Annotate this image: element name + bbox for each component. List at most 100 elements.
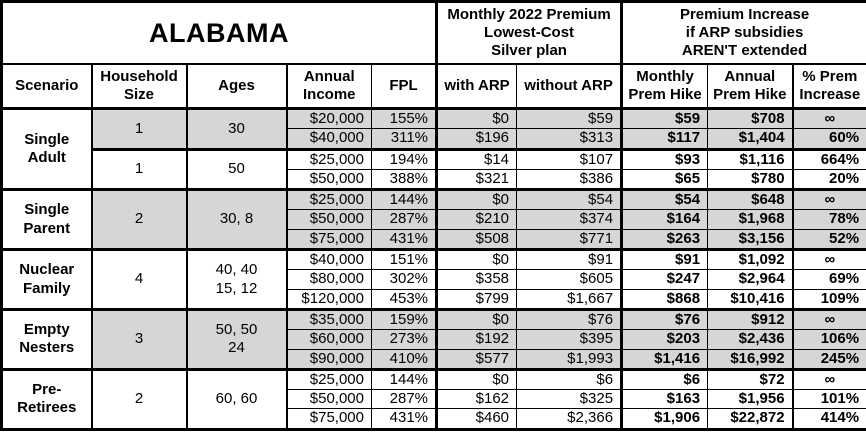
cell-income: $80,000 (286, 269, 372, 290)
cell-witharp: $460 (436, 408, 518, 431)
cell-fpl: 144% (371, 189, 439, 211)
table-row: $75,000 431% $508 $771 $263 $3,156 52% (2, 229, 866, 252)
cell-monthly: $76 (621, 309, 709, 331)
cell-income: $60,000 (286, 329, 372, 350)
cell-witharp: $577 (436, 349, 518, 371)
column-header-fpl: FPL (371, 64, 439, 110)
cell-monthly: $164 (621, 209, 709, 230)
cell-withoutarp: $2,366 (516, 408, 624, 431)
cell-fpl: 273% (371, 329, 439, 350)
cell-monthly: $65 (621, 169, 709, 192)
cell-witharp: $508 (436, 229, 518, 252)
cell-income: $50,000 (286, 169, 372, 192)
cell-fpl: 287% (371, 209, 439, 230)
cell-witharp: $14 (436, 149, 518, 170)
cell-ages: 50, 50 24 (186, 309, 288, 371)
cell-monthly: $247 (621, 269, 709, 290)
state-title: ALABAMA (1, 1, 439, 65)
cell-monthly: $93 (621, 149, 709, 170)
cell-pct: ∞ (792, 369, 866, 391)
table-row: $120,000 453% $799 $1,667 $868 $10,416 109% (2, 289, 866, 311)
cell-annual: $1,092 (707, 249, 794, 271)
cell-income: $20,000 (286, 108, 372, 130)
cell-monthly: $263 (621, 229, 709, 252)
cell-ages: 50 (186, 149, 288, 192)
cell-pct: ∞ (792, 189, 866, 211)
cell-monthly: $203 (621, 329, 709, 350)
span-header-monthly-premium: Monthly 2022 Premium Lowest-Cost Silver … (436, 1, 624, 65)
table-row: $75,000 431% $460 $2,366 $1,906 $22,872 414% (2, 408, 866, 431)
cell-monthly: $868 (621, 289, 709, 311)
cell-withoutarp: $771 (516, 229, 624, 252)
cell-income: $90,000 (286, 349, 372, 371)
cell-annual: $648 (707, 189, 794, 211)
cell-fpl: 453% (371, 289, 439, 311)
cell-fpl: 159% (371, 309, 439, 331)
cell-pct: 106% (792, 329, 866, 350)
cell-withoutarp: $313 (516, 128, 624, 151)
cell-ages: 60, 60 (186, 369, 288, 431)
table-row: Single Parent 2 30, 8 $25,000 144% $0 $54 $54 $6… (1, 189, 866, 252)
cell-witharp: $0 (436, 369, 518, 391)
column-header-ages: Ages (186, 64, 288, 110)
cell-household-size: 1 (91, 108, 188, 151)
cell-monthly: $1,416 (621, 349, 709, 371)
cell-fpl: 388% (371, 169, 439, 192)
cell-income: $35,000 (286, 309, 372, 331)
table-row: $40,000 311% $196 $313 $117 $1,404 60% (2, 128, 866, 151)
cell-annual: $1,968 (707, 209, 794, 230)
cell-monthly: $59 (621, 108, 709, 130)
cell-withoutarp: $76 (516, 309, 624, 331)
cell-witharp: $196 (436, 128, 518, 151)
column-header-without-arp: without ARP (516, 64, 624, 110)
cell-income: $50,000 (286, 209, 372, 230)
cell-withoutarp: $605 (516, 269, 624, 290)
cell-witharp: $0 (436, 108, 518, 130)
table-row: $50,000 388% $321 $386 $65 $780 20% (2, 169, 866, 192)
cell-annual: $2,436 (707, 329, 794, 350)
cell-income: $50,000 (286, 389, 372, 410)
cell-fpl: 194% (371, 149, 439, 170)
cell-scenario: Single Parent (1, 189, 93, 252)
cell-witharp: $358 (436, 269, 518, 290)
cell-monthly: $117 (621, 128, 709, 151)
cell-monthly: $163 (621, 389, 709, 410)
column-header-scenario: Scenario (1, 64, 93, 110)
cell-scenario: Nuclear Family (1, 249, 93, 311)
cell-pct: 414% (792, 408, 866, 431)
cell-monthly: $91 (621, 249, 709, 271)
cell-income: $75,000 (286, 229, 372, 252)
table-row: Empty Nesters 3 50, 50 24 $35,000 159% $0 $76 $… (1, 309, 866, 371)
cell-fpl: 410% (371, 349, 439, 371)
cell-witharp: $0 (436, 309, 518, 331)
cell-pct: ∞ (792, 108, 866, 130)
cell-scenario: Single Adult (1, 108, 93, 192)
cell-withoutarp: $107 (516, 149, 624, 170)
table-row: $50,000 287% $162 $325 $163 $1,956 101% (2, 389, 866, 410)
cell-ages: 30 (186, 108, 288, 151)
cell-annual: $3,156 (707, 229, 794, 252)
cell-pct: ∞ (792, 249, 866, 271)
table-row: $50,000 287% $210 $374 $164 $1,968 78% (2, 209, 866, 230)
table-row: Single Adult 1 30 $20,000 155% $0 $59 $59 $708 ∞ (1, 108, 866, 192)
cell-ages: 30, 8 (186, 189, 288, 252)
cell-witharp: $0 (436, 249, 518, 271)
cell-withoutarp: $54 (516, 189, 624, 211)
table-body: Single Adult 1 30 $20,000 155% $0 $59 $59 $708 ∞ $… (1, 108, 866, 431)
cell-scenario: Empty Nesters (1, 309, 93, 371)
column-header-with-arp: with ARP (436, 64, 518, 110)
cell-household-size: 3 (91, 309, 188, 371)
cell-pct: 60% (792, 128, 866, 151)
cell-witharp: $0 (436, 189, 518, 211)
cell-pct: 101% (792, 389, 866, 410)
span-header-premium-increase: Premium Increase if ARP subsidies AREN'T… (621, 1, 866, 65)
title-row: ALABAMA Monthly 2022 Premium Lowest-Cost… (1, 1, 866, 65)
cell-withoutarp: $1,667 (516, 289, 624, 311)
cell-annual: $912 (707, 309, 794, 331)
cell-income: $120,000 (286, 289, 372, 311)
cell-annual: $1,116 (707, 149, 794, 170)
cell-fpl: 302% (371, 269, 439, 290)
cell-witharp: $321 (436, 169, 518, 192)
